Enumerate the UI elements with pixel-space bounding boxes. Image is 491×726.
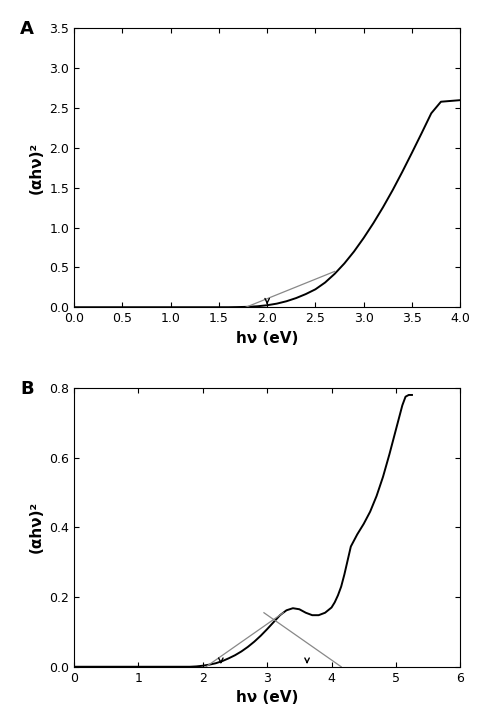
Y-axis label: (αhν)²: (αhν)²: [28, 142, 44, 194]
X-axis label: hν (eV): hν (eV): [236, 690, 299, 705]
X-axis label: hν (eV): hν (eV): [236, 330, 299, 346]
Text: B: B: [20, 380, 34, 398]
Y-axis label: (αhν)²: (αhν)²: [28, 502, 44, 553]
Text: A: A: [20, 20, 34, 38]
